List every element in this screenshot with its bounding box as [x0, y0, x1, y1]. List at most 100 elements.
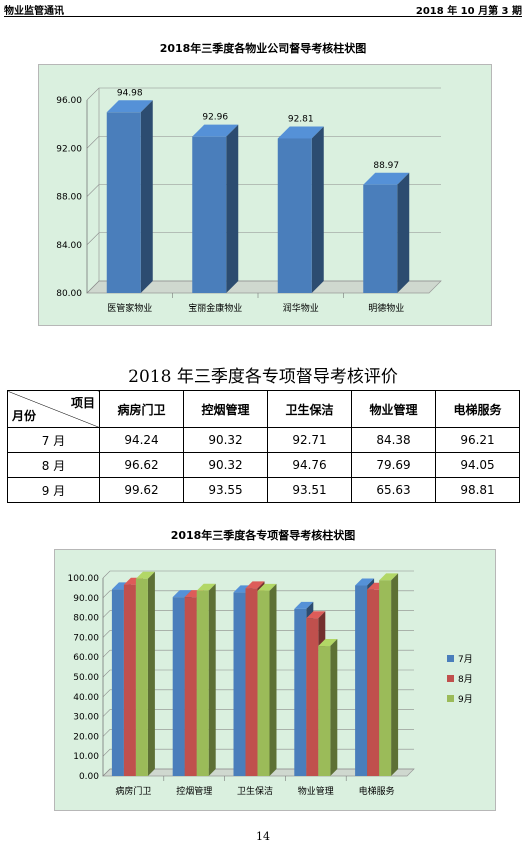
issue-date: 2018 年 10 月第 3 期 — [415, 6, 522, 17]
chart2-bar-side — [208, 583, 216, 776]
chart2-bar — [245, 588, 258, 776]
row-label: 9 月 — [7, 477, 100, 503]
chart1-bar — [277, 138, 312, 293]
row-label: 7 月 — [7, 427, 100, 453]
chart2-bar — [233, 592, 246, 776]
chart1-gridline — [86, 184, 441, 197]
table-cell: 94.76 — [267, 452, 352, 478]
table-cell: 92.71 — [267, 427, 352, 453]
chart2-x-tick-label: 病房门卫 — [115, 785, 151, 797]
chart1-bar — [192, 136, 227, 293]
chart2-y-tick-label: 10.00 — [73, 752, 99, 762]
chart1-x-tick-label: 明德物业 — [368, 302, 404, 314]
table-cell: 96.21 — [435, 427, 520, 453]
chart1-x-tick-label: 医管家物业 — [107, 302, 152, 314]
chart2-legend-swatch — [447, 655, 454, 662]
column-header: 电梯服务 — [435, 390, 520, 428]
table-row: 9 月 99.62 93.55 93.51 65.63 98.81 — [7, 477, 520, 503]
chart1-bar-side — [397, 172, 410, 293]
chart1-x-tick-label: 宝丽金康物业 — [188, 302, 242, 314]
corner-item-label: 项目 — [70, 396, 95, 410]
chart2-bar-side — [391, 573, 399, 776]
chart2-bar-top — [196, 583, 216, 591]
chart2-bar — [306, 618, 319, 776]
table-cell: 93.55 — [183, 477, 268, 503]
table-cell: 96.62 — [99, 452, 184, 478]
chart1-bar-top — [106, 100, 153, 113]
chart2-y-tick-label: 100.00 — [68, 574, 100, 584]
chart2-bar-side — [269, 583, 277, 776]
table-corner-cell: 项目 月份 — [7, 390, 100, 428]
chart2-y-tick-label: 30.00 — [73, 713, 99, 723]
chart2-y-tick-label: 80.00 — [73, 614, 99, 624]
chart2-x-tick-label: 控烟管理 — [176, 785, 212, 797]
chart2-y-tick-label: 20.00 — [73, 732, 99, 742]
row-label: 8 月 — [7, 452, 100, 478]
chart2-bar — [172, 597, 185, 776]
chart1-bar — [363, 184, 398, 293]
chart1-bar-side — [140, 100, 153, 294]
column-header: 物业管理 — [351, 390, 436, 428]
chart2-y-tick-label: 90.00 — [73, 594, 99, 604]
chart1-y-tick-label: 80.00 — [56, 289, 82, 299]
chart2-bar — [379, 580, 392, 776]
chart2-bar — [196, 590, 209, 776]
chart2-bar-top — [294, 601, 314, 609]
table-header-row: 项目 月份 病房门卫 控烟管理 卫生保洁 物业管理 电梯服务 — [7, 390, 520, 428]
column-header: 控烟管理 — [183, 390, 268, 428]
chart1-bar-side — [226, 124, 239, 293]
company-bar-chart-svg: 80.00 84.00 88.00 92.00 96.00 94.98 医管家物业 92.96… — [56, 87, 442, 314]
table-row: 7 月 94.24 90.32 92.71 84.38 96.21 — [7, 427, 520, 453]
chart2-legend-swatch — [447, 695, 454, 702]
chart2-bar-top — [257, 583, 277, 591]
chart2-legend-label: 8月 — [458, 674, 473, 685]
chart2-legend-label: 9月 — [458, 694, 473, 705]
chart2-bar-top — [245, 581, 265, 589]
chart2-bar-top — [306, 611, 326, 619]
chart1-bar-top — [277, 126, 324, 139]
chart1-title: 2018年三季度各物业公司督导考核柱状图 — [159, 42, 367, 55]
page-header: 物业监管通讯 2018 年 10 月第 3 期 — [4, 2, 522, 17]
chart2-bar — [184, 597, 197, 776]
table-cell: 98.81 — [435, 477, 520, 503]
chart2-bar — [355, 585, 368, 776]
chart2-bar-top — [135, 571, 155, 579]
chart1-y-tick-label: 96.00 — [56, 96, 82, 106]
corner-month-label: 月份 — [12, 409, 37, 423]
table-cell: 94.24 — [99, 427, 184, 453]
chart2-bar — [367, 589, 380, 776]
chart1-y-tick-label: 84.00 — [56, 241, 82, 251]
chart1-y-tick-label: 92.00 — [56, 144, 82, 154]
chart1-data-label: 92.96 — [202, 113, 228, 123]
table-title: 2018 年三季度各专项督导考核评价 — [128, 367, 398, 387]
table-cell: 93.51 — [267, 477, 352, 503]
chart2-bar-top — [355, 578, 375, 586]
chart2-y-tick-label: 40.00 — [73, 693, 99, 703]
chart2-bar-side — [147, 571, 155, 776]
chart2-title: 2018年三季度各专项督导考核柱状图 — [170, 529, 356, 542]
chart1-bar-top — [192, 124, 239, 137]
chart2-bar-side — [330, 639, 338, 776]
chart1-gridline — [86, 232, 441, 245]
chart2-y-tick-label: 70.00 — [73, 633, 99, 643]
table-cell: 65.63 — [351, 477, 436, 503]
chart2-bar-top — [172, 590, 192, 598]
column-header: 卫生保洁 — [267, 390, 352, 428]
chart2-x-tick-label: 电梯服务 — [359, 785, 395, 797]
category-bar-chart-svg: 0.00 10.00 20.00 30.00 40.00 50.00 60.00 70.00 8… — [68, 570, 473, 797]
chart1-x-tick-label: 润华物业 — [283, 302, 319, 314]
chart2-gridline — [102, 570, 414, 579]
chart1-bar-top — [363, 172, 410, 185]
chart1-y-tick-label: 88.00 — [56, 193, 82, 203]
category-bar-chart: 0.00 10.00 20.00 30.00 40.00 50.00 60.00 70.00 8… — [54, 549, 496, 811]
chart2-y-tick-label: 0.00 — [79, 772, 99, 782]
chart2-legend-swatch — [447, 675, 454, 682]
table-row: 8 月 96.62 90.32 94.76 79.69 94.05 — [7, 452, 520, 478]
chart2-bar — [294, 608, 307, 776]
evaluation-table: 项目 月份 病房门卫 控烟管理 卫生保洁 物业管理 电梯服务 7 月 94.24… — [7, 390, 520, 503]
chart2-bar — [135, 578, 148, 776]
chart1-data-label: 92.81 — [288, 114, 314, 124]
chart2-x-tick-label: 卫生保洁 — [237, 785, 273, 797]
chart1-data-label: 94.98 — [117, 88, 143, 98]
chart1-gridline — [86, 87, 441, 101]
